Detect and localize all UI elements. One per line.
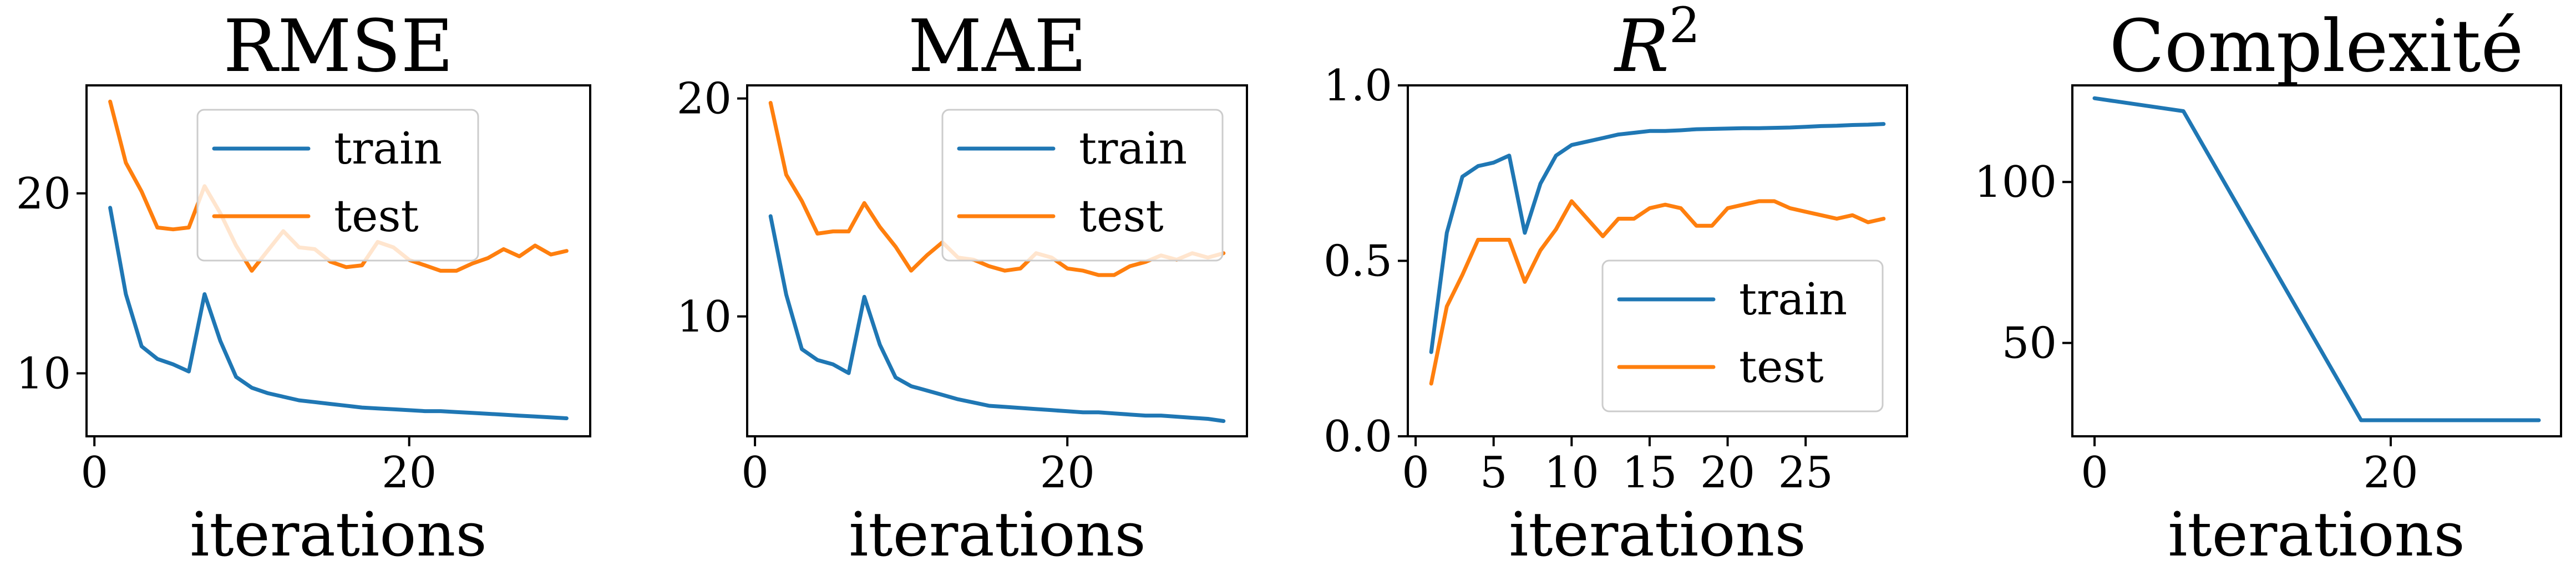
x-tick-label: 20 <box>2363 448 2418 498</box>
x-axis-label: iterations <box>849 499 1146 570</box>
series-line-train <box>108 206 569 420</box>
y-tick-label: 50 <box>2002 319 2057 369</box>
x-tick-label: 0 <box>2081 448 2108 498</box>
x-tick-label: 0 <box>80 448 108 498</box>
legend: train test <box>1601 259 1884 412</box>
x-tick-label: 5 <box>1480 448 1508 498</box>
chart-marks: 0 5 10 15 20 25 0.0 0.5 1.0 <box>1324 61 1886 498</box>
panel-title-superscript: 2 <box>1669 0 1700 54</box>
series-line-train <box>1429 122 1886 354</box>
legend: train test <box>941 109 1224 262</box>
panel-title: Complexité <box>2110 4 2524 88</box>
panel-title: R2 <box>1614 0 1700 88</box>
legend-label: test <box>1739 341 1824 393</box>
y-tick-label: 20 <box>677 74 732 124</box>
y-tick-label: 100 <box>1974 157 2057 207</box>
axes-frame <box>2071 84 2562 437</box>
x-tick-label: 15 <box>1622 448 1677 498</box>
legend: train test <box>196 109 479 262</box>
x-axis-label: iterations <box>1509 499 1806 570</box>
series-line-series-0 <box>2092 96 2541 422</box>
x-tick-label: 20 <box>1040 448 1095 498</box>
legend-label: test <box>334 190 419 242</box>
legend-label: train <box>1079 123 1187 174</box>
y-tick-label: 10 <box>16 349 71 399</box>
y-tick-label: 1.0 <box>1324 61 1392 111</box>
x-axis-label: iterations <box>2168 499 2465 570</box>
series-line-test <box>108 99 569 273</box>
panel-title-main: R <box>1614 4 1669 88</box>
x-tick-label: 20 <box>1700 448 1755 498</box>
y-tick-label: 0.5 <box>1324 237 1392 287</box>
panel-title: MAE <box>908 4 1087 88</box>
panel-title: RMSE <box>224 4 454 88</box>
y-tick-label: 10 <box>677 292 732 342</box>
series-line-test <box>1429 199 1886 386</box>
x-tick-label: 10 <box>1544 448 1599 498</box>
axes-frame <box>746 84 1248 437</box>
panel-complexite: Complexité iterations 0 20 50 100 <box>1974 4 2562 570</box>
x-tick-label: 25 <box>1778 448 1833 498</box>
chart-marks: 0 20 10 20 <box>16 99 569 498</box>
legend-label: train <box>1739 273 1847 325</box>
series-line-train <box>768 214 1226 423</box>
y-tick-label: 20 <box>16 169 71 219</box>
panel-rmse: RMSE iterations 0 20 10 20 train test <box>16 4 591 570</box>
x-tick-label: 20 <box>382 448 437 498</box>
panel-r2: R2 iterations 0 5 10 15 20 250.00.51.0 traint… <box>1324 0 1908 570</box>
x-tick-label: 0 <box>741 448 769 498</box>
legend-label: train <box>334 123 442 174</box>
y-tick-label: 0.0 <box>1324 412 1392 462</box>
axes-frame <box>1407 84 1908 437</box>
legend-label: test <box>1079 190 1164 242</box>
panel-mae: MAE iterations 0 20 10 20 train test <box>677 4 1248 570</box>
axes-frame <box>85 84 591 437</box>
x-axis-label: iterations <box>190 499 487 570</box>
x-tick-label: 0 <box>1402 448 1429 498</box>
chart-marks: 0 20 50 100 <box>1974 96 2541 498</box>
